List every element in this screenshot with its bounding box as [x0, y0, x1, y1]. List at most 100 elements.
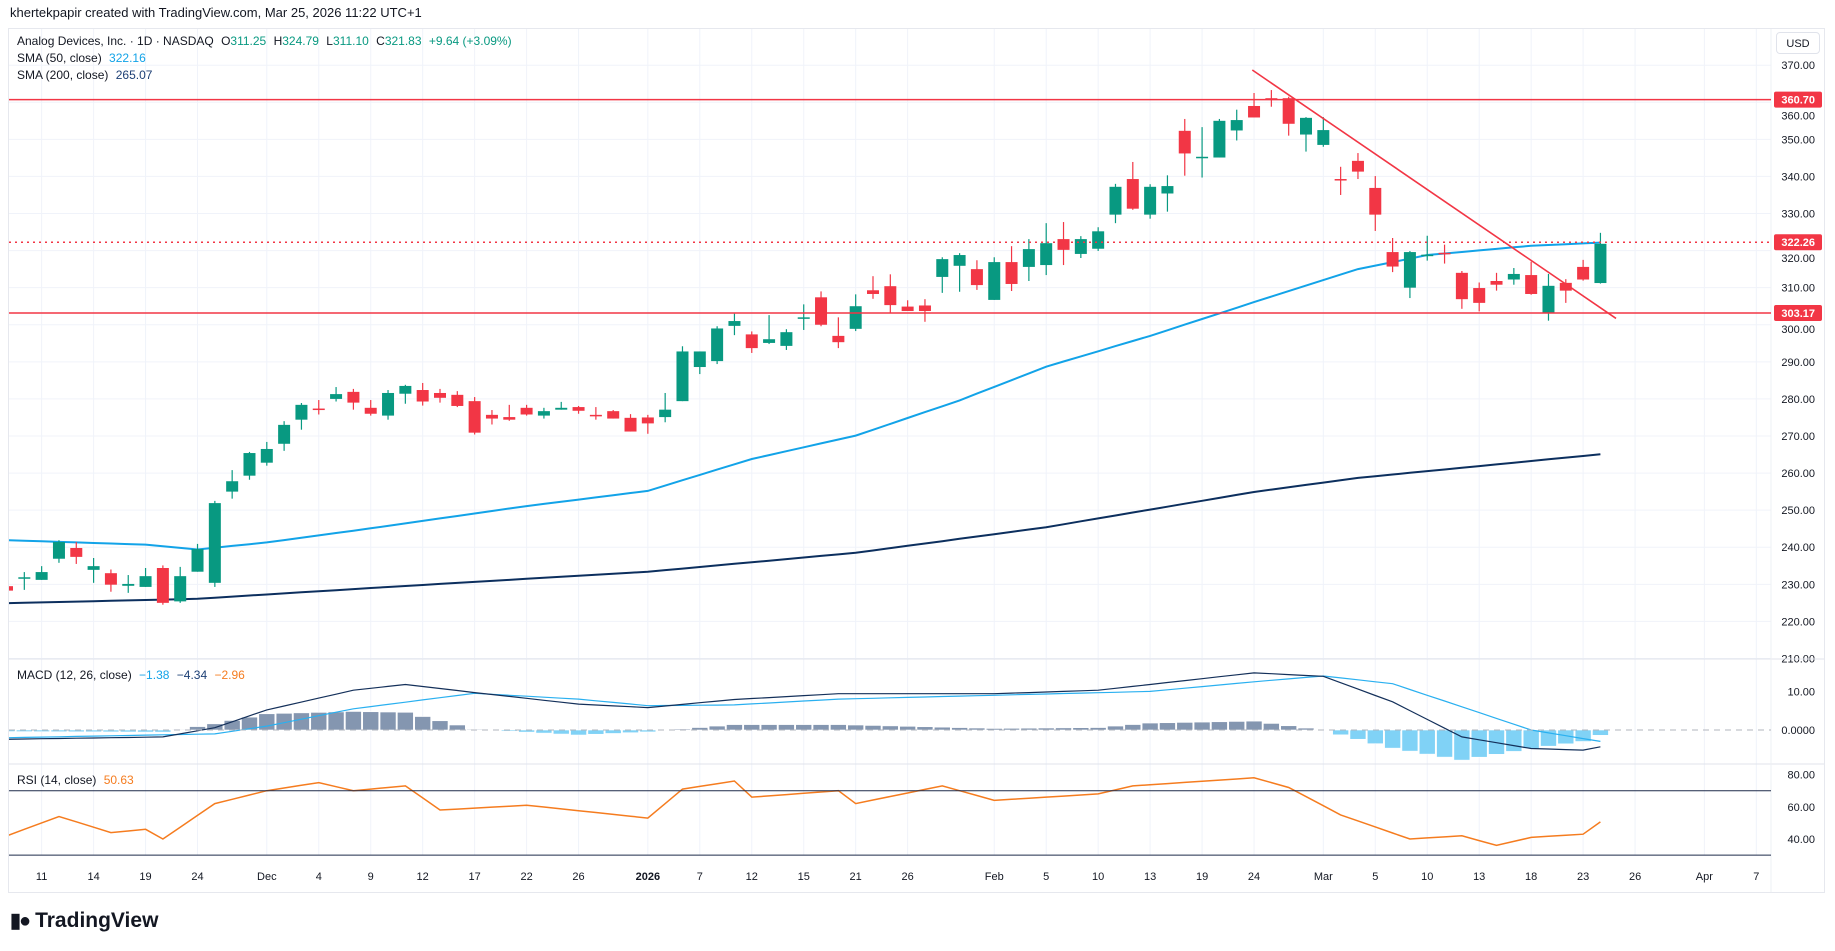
- candle[interactable]: [1109, 183, 1122, 224]
- candle[interactable]: [555, 401, 568, 410]
- candle[interactable]: [278, 421, 291, 451]
- candle[interactable]: [1144, 184, 1157, 219]
- candle[interactable]: [797, 304, 810, 330]
- candle[interactable]: [1178, 118, 1191, 176]
- candle[interactable]: [867, 276, 879, 299]
- candle[interactable]: [953, 253, 966, 292]
- candle[interactable]: [1040, 223, 1053, 276]
- candle[interactable]: [745, 331, 758, 353]
- candle[interactable]: [589, 407, 602, 420]
- candle[interactable]: [1334, 166, 1347, 195]
- candle[interactable]: [330, 387, 343, 402]
- candle[interactable]: [1057, 222, 1070, 266]
- candle[interactable]: [1092, 227, 1105, 251]
- candle[interactable]: [1, 585, 13, 591]
- candle[interactable]: [832, 317, 845, 349]
- candle[interactable]: [970, 260, 983, 290]
- candle[interactable]: [693, 351, 706, 375]
- sma50-legend[interactable]: SMA (50, close) 322.16: [17, 51, 150, 65]
- candle[interactable]: [780, 329, 793, 350]
- candle[interactable]: [1386, 237, 1399, 273]
- candle[interactable]: [1577, 259, 1590, 281]
- candle[interactable]: [728, 313, 741, 336]
- sma200-legend[interactable]: SMA (200, close) 265.07: [17, 68, 156, 82]
- candle[interactable]: [1490, 272, 1503, 291]
- candle[interactable]: [607, 410, 620, 419]
- candle[interactable]: [901, 300, 914, 312]
- candle[interactable]: [295, 402, 308, 430]
- candle[interactable]: [485, 410, 498, 425]
- candle[interactable]: [1005, 246, 1018, 292]
- candle[interactable]: [208, 500, 221, 587]
- symbol-title[interactable]: Analog Devices, Inc. · 1D · NASDAQ: [17, 34, 214, 48]
- rsi-legend[interactable]: RSI (14, close) 50.63: [17, 773, 138, 787]
- candle[interactable]: [104, 569, 117, 592]
- candle[interactable]: [35, 566, 48, 580]
- candle[interactable]: [1317, 117, 1330, 147]
- candle[interactable]: [1403, 250, 1416, 299]
- candle[interactable]: [416, 382, 429, 406]
- candle[interactable]: [468, 397, 481, 435]
- candle[interactable]: [537, 407, 550, 419]
- candle[interactable]: [884, 274, 897, 313]
- candle[interactable]: [1282, 96, 1295, 136]
- candle[interactable]: [1022, 239, 1035, 281]
- candle[interactable]: [122, 575, 135, 593]
- candle[interactable]: [191, 543, 204, 572]
- candle[interactable]: [1507, 268, 1520, 285]
- candle[interactable]: [87, 557, 100, 583]
- candle[interactable]: [1369, 176, 1382, 231]
- candle[interactable]: [243, 451, 256, 480]
- candle[interactable]: [520, 404, 533, 416]
- candle[interactable]: [711, 326, 724, 365]
- candle[interactable]: [1559, 279, 1572, 303]
- candle[interactable]: [1196, 127, 1209, 178]
- candle[interactable]: [624, 414, 637, 432]
- candle[interactable]: [364, 400, 377, 416]
- candle[interactable]: [451, 391, 464, 408]
- candle[interactable]: [226, 470, 239, 499]
- candle[interactable]: [1074, 236, 1087, 259]
- trendline[interactable]: [1251, 69, 1617, 320]
- candle[interactable]: [1455, 270, 1468, 309]
- candle[interactable]: [382, 390, 395, 420]
- candle[interactable]: [1525, 261, 1538, 295]
- candle[interactable]: [1126, 161, 1139, 210]
- candle[interactable]: [1300, 117, 1312, 152]
- candle[interactable]: [174, 566, 187, 603]
- candle[interactable]: [1230, 109, 1243, 141]
- candle[interactable]: [1265, 90, 1278, 107]
- candle[interactable]: [936, 257, 949, 293]
- candle[interactable]: [1438, 244, 1451, 264]
- candle[interactable]: [659, 392, 672, 423]
- currency-button[interactable]: USD: [1776, 32, 1820, 54]
- candle[interactable]: [988, 257, 1001, 300]
- candle[interactable]: [156, 565, 169, 605]
- candle[interactable]: [1473, 282, 1486, 312]
- candle[interactable]: [1351, 153, 1364, 180]
- candle[interactable]: [918, 299, 931, 322]
- candle[interactable]: [260, 441, 273, 466]
- candle[interactable]: [1594, 232, 1607, 284]
- candle[interactable]: [676, 346, 689, 402]
- candle[interactable]: [1161, 175, 1174, 212]
- macd-legend[interactable]: MACD (12, 26, close) −1.38 −4.34 −2.96: [17, 668, 249, 682]
- candle[interactable]: [18, 572, 31, 590]
- candle[interactable]: [312, 400, 325, 415]
- candle[interactable]: [434, 388, 446, 403]
- candle[interactable]: [572, 405, 585, 414]
- candle[interactable]: [139, 567, 152, 587]
- candle[interactable]: [1421, 235, 1434, 261]
- candle[interactable]: [1248, 93, 1261, 118]
- candle[interactable]: [399, 384, 412, 404]
- candle[interactable]: [52, 540, 65, 563]
- candle[interactable]: [1213, 118, 1226, 158]
- candle[interactable]: [815, 291, 828, 327]
- tradingview-logo[interactable]: ▮● TradingView: [10, 908, 158, 933]
- candle[interactable]: [347, 388, 360, 410]
- candle[interactable]: [763, 315, 776, 345]
- candle[interactable]: [641, 414, 654, 434]
- candle[interactable]: [70, 542, 83, 564]
- candle[interactable]: [503, 404, 516, 421]
